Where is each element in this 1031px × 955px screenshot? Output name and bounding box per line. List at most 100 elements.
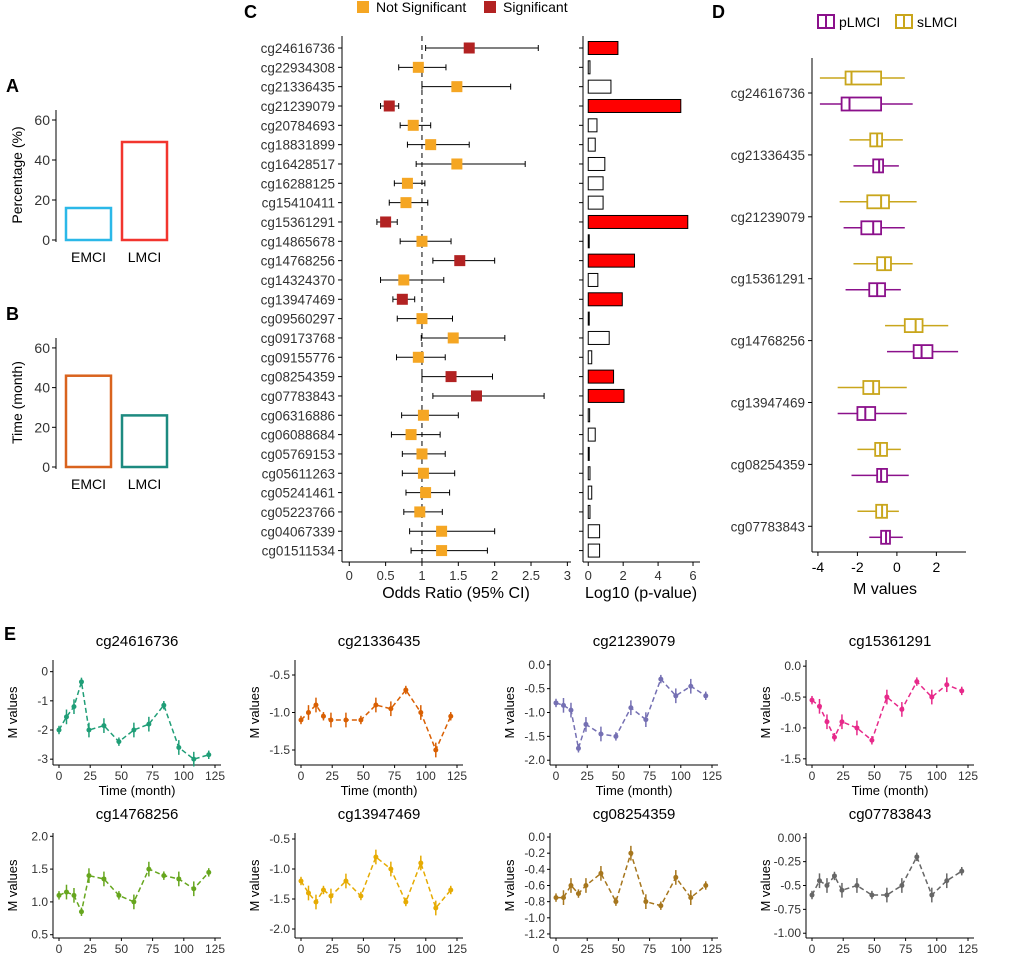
x-tick-label: 25 [326,769,340,783]
data-point [176,745,182,750]
line-chart-cg21336435: cg21336435 -0.5 -1.0 -1.5 0 25 50 75 100 125 Time … [247,633,467,798]
odds-ratio-point [454,255,466,267]
y-tick-label: 1.5 [31,862,48,876]
x-axis-title: Time (month) [99,783,176,798]
x-tick-label: 0 [553,769,560,783]
legend-label-slmci: sLMCI [917,14,957,30]
line-chart-cg08254359: cg08254359 0.0 -0.2 -0.4 -0.6 -0.8 -1.0 -1.2 0 25… [502,806,722,955]
panel-labels: A B C D E [4,2,725,644]
y-tick-label: -0.6 [524,879,545,893]
x-axis-title: M values [853,581,917,598]
data-point [78,679,84,685]
x-axis-title: Log10 (p-value) [585,585,697,602]
x-tick-label: 100 [416,942,436,955]
data-point [643,899,649,905]
y-tick-label: -0.5 [524,682,545,696]
odds-ratio-point [416,313,428,325]
data-point [448,713,454,719]
cpg-label: cg15361291 [261,215,335,230]
x-tick-label: 1.5 [449,568,467,583]
y-tick-label: 40 [34,152,50,168]
panel-label-e: E [4,624,16,644]
data-point [448,887,454,893]
pvalue-bar [587,79,612,94]
chart-title: cg13947469 [338,806,421,823]
cpg-label: cg07783843 [261,389,335,404]
y-axis-title: M values [758,859,773,912]
line-chart-cg24616736: cg24616736 0 -1 -2 -3 0 25 50 75 100 125 Time (mont… [5,633,225,798]
data-point [313,899,319,905]
data-point [628,705,634,711]
data-point [613,899,619,905]
x-tick-label: 0.5 [377,568,395,583]
chart-title: cg21239079 [593,633,676,650]
odds-ratio-point [412,61,424,73]
data-point [688,895,694,901]
y-tick-label: -2 [37,723,48,737]
x-tick-label: 0 [809,769,816,783]
odds-ratio-point [436,525,448,537]
data-point [553,700,559,706]
data-point [854,725,860,731]
x-tick-label: 50 [612,769,626,783]
data-point [929,694,935,700]
cpg-label: cg13947469 [731,396,805,411]
series-line [58,681,209,760]
x-tick-label: 0 [893,559,901,575]
data-point [959,868,965,874]
cpg-label: cg01511534 [262,544,336,559]
odds-ratio-point [396,293,408,305]
x-tick-label: 0 [298,942,305,955]
pvalue-bar [587,311,590,326]
x-tick-label: 125 [958,942,978,955]
data-point [298,878,304,884]
x-tick-label: 100 [671,942,691,955]
y-tick-label: 1.0 [31,895,48,909]
x-tick-label: 25 [84,942,98,955]
odds-ratio-point [416,235,428,247]
y-tick-label: -1.0 [269,706,290,720]
pvalue-bar [587,504,591,519]
x-tick-label: LMCI [128,249,161,265]
y-tick-label: -0.2 [524,846,545,860]
pvalue-bar [587,272,599,287]
odds-ratio-point [407,119,419,131]
data-point [884,892,890,898]
line-chart-cg14768256: cg147682562.01.51.00.50255075100125Time … [5,806,225,955]
data-point [884,694,890,700]
odds-ratio-point [447,332,459,344]
pvalue-bar [587,330,610,345]
cpg-label: cg08254359 [261,370,335,385]
cpg-label: cg09155776 [261,350,335,365]
data-point [643,717,649,723]
pvalue-bar [587,427,596,442]
data-point [929,892,935,898]
x-tick-label: 25 [326,942,340,955]
odds-ratio-point [425,139,437,151]
slmci-box [903,318,924,334]
odds-ratio-point [436,545,448,557]
data-point [161,873,167,879]
odds-ratio-point [417,409,429,421]
x-tick-label: 0 [298,769,305,783]
pvalue-bar [587,543,601,558]
data-point [809,892,815,898]
panel-label-a: A [6,76,19,96]
data-point [583,721,589,727]
odds-ratio-point [412,351,424,363]
y-tick-label: 0.5 [31,928,48,942]
data-point [403,687,409,693]
odds-ratio-point [405,429,417,441]
data-point [658,676,664,682]
cpg-label: cg06088684 [261,428,336,443]
pvalue-bar [587,524,601,539]
pvalue-bar [587,137,596,152]
x-tick-label: 2 [932,559,940,575]
line-chart-cg07783843: cg07783843 0.00 -0.25 -0.5 -0.75 -1.00 0 25 50 75… [758,806,978,955]
x-tick-label: 75 [388,942,402,955]
odds-ratio-point [416,448,428,460]
data-point [831,734,837,740]
data-point [373,702,379,708]
x-tick-label: 125 [958,769,978,783]
data-point [613,733,619,739]
